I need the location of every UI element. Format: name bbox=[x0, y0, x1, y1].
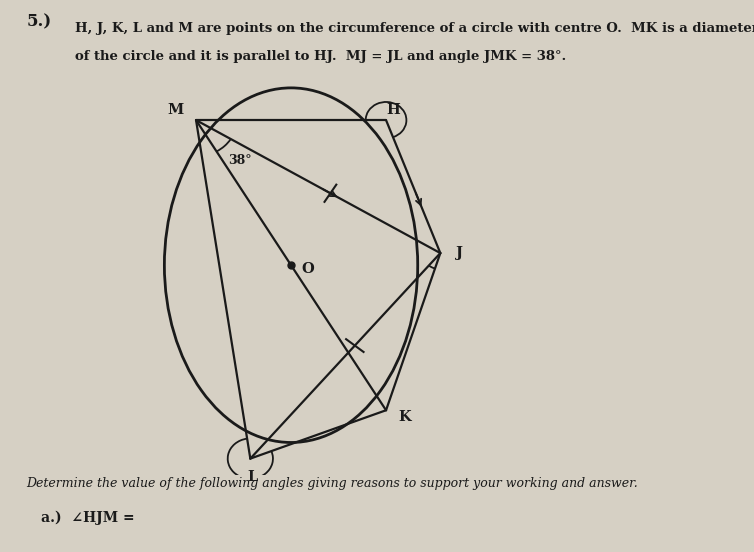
Text: Determine the value of the following angles giving reasons to support your worki: Determine the value of the following ang… bbox=[26, 477, 638, 491]
Text: K: K bbox=[399, 411, 412, 424]
Text: J: J bbox=[456, 246, 463, 260]
Text: M: M bbox=[167, 103, 184, 117]
Text: a.)  ∠HJM =: a.) ∠HJM = bbox=[41, 511, 135, 525]
Text: H: H bbox=[386, 103, 400, 117]
Text: O: O bbox=[302, 262, 314, 276]
Text: of the circle and it is parallel to HJ.  MJ = JL and angle JMK = 38°.: of the circle and it is parallel to HJ. … bbox=[75, 50, 567, 63]
Text: H, J, K, L and M are points on the circumference of a circle with centre O.  MK : H, J, K, L and M are points on the circu… bbox=[75, 22, 754, 35]
Text: L: L bbox=[247, 470, 258, 484]
Text: 38°: 38° bbox=[228, 154, 252, 167]
Text: 5.): 5.) bbox=[26, 14, 51, 31]
